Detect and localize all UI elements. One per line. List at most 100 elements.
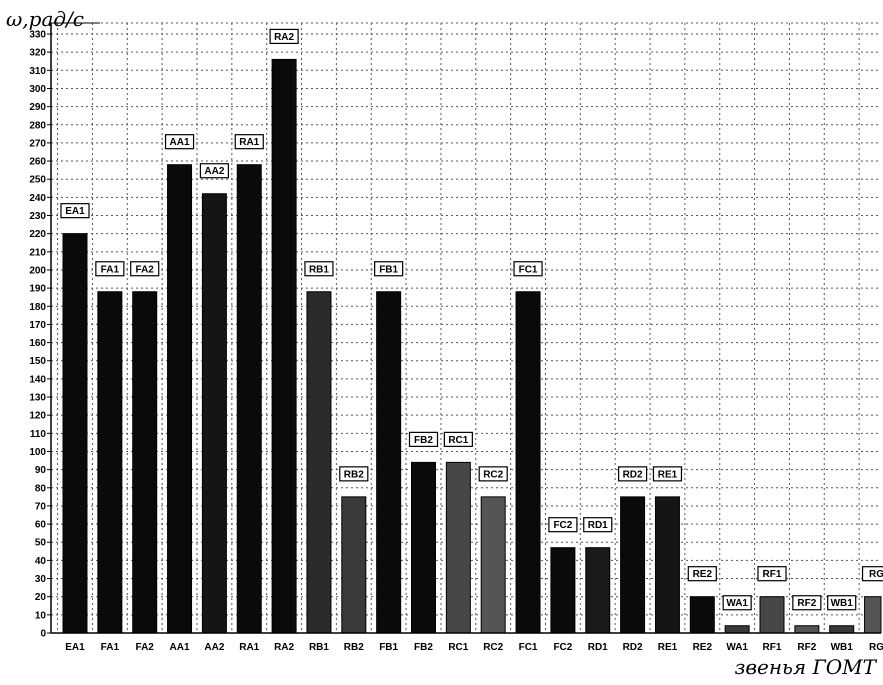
y-tick-label: 290 bbox=[29, 102, 46, 113]
bar bbox=[794, 625, 820, 634]
x-tick-label: FB2 bbox=[414, 642, 433, 653]
y-tick-label: 160 bbox=[29, 338, 46, 349]
y-tick-label: 20 bbox=[35, 592, 47, 603]
bar bbox=[550, 547, 576, 634]
data-label-box bbox=[304, 261, 334, 277]
data-label-text: RF1 bbox=[763, 569, 782, 580]
y-tick-label: 180 bbox=[29, 302, 46, 313]
x-tick-label: RC1 bbox=[448, 642, 468, 653]
data-label-text: RD2 bbox=[623, 469, 643, 480]
bar bbox=[654, 496, 680, 634]
y-tick-label: 130 bbox=[29, 393, 46, 404]
bar bbox=[341, 496, 367, 634]
y-tick-label: 0 bbox=[40, 629, 46, 640]
data-label-text: EA1 bbox=[65, 206, 85, 217]
data-label-box bbox=[757, 566, 787, 582]
bar bbox=[445, 461, 471, 634]
data-label: RC2 bbox=[478, 466, 508, 482]
data-label: FC1 bbox=[513, 261, 543, 277]
y-tick-label: 270 bbox=[29, 138, 46, 149]
x-tick-label: RB2 bbox=[344, 642, 364, 653]
x-tick-label: RC2 bbox=[483, 642, 503, 653]
bar bbox=[271, 58, 297, 634]
bar bbox=[201, 193, 227, 634]
y-tick-label: 320 bbox=[29, 48, 46, 59]
data-label-box bbox=[339, 466, 369, 482]
bar bbox=[376, 291, 402, 634]
y-tick-label: 40 bbox=[35, 556, 47, 567]
data-label-box bbox=[687, 566, 717, 582]
x-tick-label: FC1 bbox=[519, 642, 538, 653]
data-label-text: WB1 bbox=[831, 598, 854, 609]
data-label-text: RF2 bbox=[797, 598, 816, 609]
data-label-box bbox=[199, 163, 229, 179]
data-label-text: WA1 bbox=[726, 598, 748, 609]
x-tick-label: RA1 bbox=[239, 642, 259, 653]
y-tick-label: 110 bbox=[30, 429, 47, 440]
x-tick-label: RF2 bbox=[797, 642, 816, 653]
x-tick-label: RD2 bbox=[623, 642, 643, 653]
data-label-text: RE1 bbox=[658, 469, 678, 480]
y-tick-label: 190 bbox=[29, 284, 46, 295]
y-tick-label: 10 bbox=[35, 610, 47, 621]
x-tick-label: FA1 bbox=[101, 642, 120, 653]
y-tick-label: 230 bbox=[29, 211, 46, 222]
data-label-text: RD1 bbox=[588, 520, 608, 531]
data-label-text: FB1 bbox=[379, 264, 398, 275]
x-tick-label: AA2 bbox=[204, 642, 224, 653]
x-tick-label: FB1 bbox=[379, 642, 398, 653]
data-label: RC1 bbox=[443, 431, 473, 447]
data-label: RE2 bbox=[687, 566, 717, 582]
data-label-text: RB2 bbox=[344, 469, 364, 480]
data-label-text: AA2 bbox=[204, 166, 224, 177]
data-label: RF1 bbox=[757, 566, 787, 582]
data-label-box bbox=[827, 595, 857, 611]
data-label-text: RG bbox=[869, 569, 883, 580]
data-label-text: FC2 bbox=[553, 520, 572, 531]
y-tick-label: 100 bbox=[29, 447, 46, 458]
x-tick-label: RA2 bbox=[274, 642, 294, 653]
data-label-box bbox=[478, 466, 508, 482]
x-axis-title: звенья ГОМТ bbox=[734, 655, 877, 679]
y-tick-labels: 0 10 20 30 40 50 60 70 80 90 100 110 120 130 140 150 160… bbox=[29, 30, 46, 640]
x-tick-label: EA1 bbox=[65, 642, 85, 653]
data-label: AA1 bbox=[164, 134, 195, 150]
data-label: FB1 bbox=[374, 261, 404, 277]
y-tick-label: 220 bbox=[29, 229, 46, 240]
data-label: FB2 bbox=[408, 431, 439, 447]
data-label-text: AA1 bbox=[170, 137, 190, 148]
data-label-text: RA1 bbox=[239, 137, 259, 148]
y-tick-label: 30 bbox=[35, 574, 47, 585]
data-label-box bbox=[95, 261, 125, 277]
x-tick-label: FA2 bbox=[136, 642, 155, 653]
data-label: RA1 bbox=[234, 134, 264, 150]
y-tick-label: 70 bbox=[35, 501, 47, 512]
y-tick-label: 200 bbox=[29, 265, 46, 276]
data-label-box bbox=[861, 566, 883, 582]
bar bbox=[306, 291, 332, 634]
bars bbox=[62, 58, 882, 634]
data-label-box bbox=[548, 517, 578, 533]
bar bbox=[829, 625, 855, 634]
data-label: RF2 bbox=[792, 595, 822, 611]
y-tick-label: 310 bbox=[29, 66, 46, 77]
data-label-text: RB1 bbox=[309, 264, 329, 275]
data-label-box bbox=[583, 517, 613, 533]
x-tick-label: RF1 bbox=[763, 642, 782, 653]
data-label-text: RA2 bbox=[274, 32, 294, 43]
y-tick-label: 90 bbox=[35, 465, 47, 476]
bar bbox=[689, 596, 715, 634]
data-label-text: RE2 bbox=[693, 569, 713, 580]
data-label-box bbox=[269, 28, 299, 45]
x-tick-label: RB1 bbox=[309, 642, 329, 653]
y-tick-label: 150 bbox=[29, 356, 46, 367]
bar bbox=[724, 625, 750, 634]
bar bbox=[585, 547, 611, 634]
bar bbox=[515, 291, 541, 634]
data-label: RG bbox=[861, 566, 883, 582]
y-tick-label: 280 bbox=[29, 120, 46, 131]
y-tick-label: 250 bbox=[29, 175, 46, 186]
data-label-box bbox=[792, 595, 822, 611]
y-tick-label: 260 bbox=[29, 157, 46, 168]
